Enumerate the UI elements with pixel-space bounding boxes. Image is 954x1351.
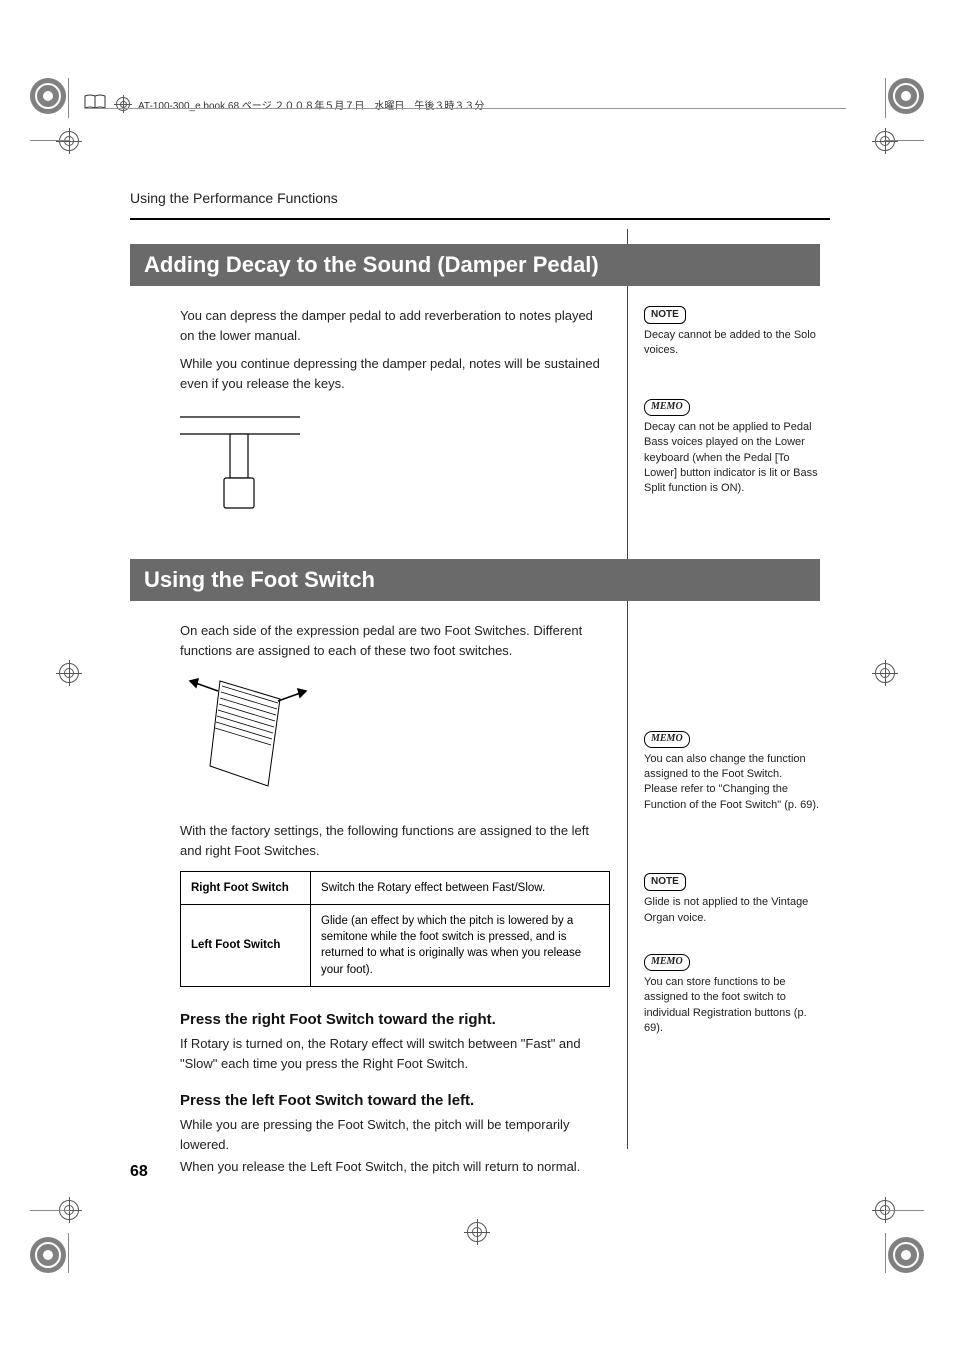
note-badge: NOTE [644, 306, 686, 324]
crop-target-mr [872, 660, 898, 686]
page-number: 68 [130, 1163, 148, 1181]
footswitch-table: Right Foot Switch Switch the Rotary effe… [180, 871, 610, 986]
crop-line [30, 1210, 70, 1211]
section1-side: NOTE Decay cannot be added to the Solo v… [644, 306, 820, 529]
chapter-rule [130, 218, 830, 220]
section-heading-footswitch: Using the Foot Switch [130, 559, 820, 601]
table-cell-desc: Glide (an effect by which the pitch is l… [311, 905, 610, 986]
sub2-text1: While you are pressing the Foot Switch, … [180, 1115, 610, 1155]
crop-line [30, 140, 70, 141]
memo-badge: MEMO [644, 954, 690, 971]
header-path-text: AT-100-300_e.book 68 ページ ２００８年５月７日 水曜日 午… [138, 97, 484, 112]
header-rule [86, 108, 846, 109]
memo-badge: MEMO [644, 399, 690, 416]
table-row: Right Foot Switch Switch the Rotary effe… [181, 872, 610, 905]
crop-line [884, 1210, 924, 1211]
header-target-icon [114, 95, 132, 113]
sub-heading-right: Press the right Foot Switch toward the r… [180, 1011, 610, 1028]
section1-para2: While you continue depressing the damper… [180, 354, 610, 394]
crop-target-tl [56, 128, 82, 154]
table-cell-desc: Switch the Rotary effect between Fast/Sl… [311, 872, 610, 905]
section-heading-decay: Adding Decay to the Sound (Damper Pedal) [130, 244, 820, 286]
section1-para1: You can depress the damper pedal to add … [180, 306, 610, 346]
crop-line [884, 140, 924, 141]
crop-target-bm [464, 1219, 490, 1245]
crop-line [885, 78, 886, 118]
expression-pedal-figure [180, 671, 320, 801]
crop-line [68, 78, 69, 118]
section2-note-text: Glide is not applied to the Vintage Orga… [644, 895, 820, 926]
table-cell-label: Right Foot Switch [181, 872, 311, 905]
table-row: Left Foot Switch Glide (an effect by whi… [181, 905, 610, 986]
reg-mark-tl [30, 78, 66, 114]
book-icon [84, 94, 102, 108]
section1-note-text: Decay cannot be added to the Solo voices… [644, 328, 820, 359]
reg-mark-br [888, 1237, 924, 1273]
reg-mark-tr [888, 78, 924, 114]
sub1-text: If Rotary is turned on, the Rotary effec… [180, 1034, 610, 1074]
document-header: AT-100-300_e.book 68 ページ ２００８年５月７日 水曜日 午… [114, 95, 484, 113]
table-cell-label: Left Foot Switch [181, 905, 311, 986]
note-badge: NOTE [644, 873, 686, 891]
reg-mark-bl [30, 1237, 66, 1273]
crop-target-ml [56, 660, 82, 686]
section2-memo2-text: You can store functions to be assigned t… [644, 975, 820, 1037]
section1-main: You can depress the damper pedal to add … [180, 306, 610, 529]
sub-heading-left: Press the left Foot Switch toward the le… [180, 1092, 610, 1109]
section1-memo-text: Decay can not be applied to Pedal Bass v… [644, 420, 820, 497]
section2-memo1-text: You can also change the function assigne… [644, 752, 820, 814]
page-content: Using the Performance Functions Adding D… [130, 190, 830, 1185]
section2-para2: With the factory settings, the following… [180, 821, 610, 861]
section2-main: On each side of the expression pedal are… [180, 621, 610, 1186]
damper-pedal-figure [180, 409, 310, 519]
crop-line [68, 1233, 69, 1273]
crop-target-tr [872, 128, 898, 154]
memo-badge: MEMO [644, 731, 690, 748]
section2-side: MEMO You can also change the function as… [644, 621, 820, 1186]
section2-para1: On each side of the expression pedal are… [180, 621, 610, 661]
chapter-title: Using the Performance Functions [130, 190, 830, 206]
crop-line [885, 1233, 886, 1273]
sub2-text2: When you release the Left Foot Switch, t… [180, 1157, 610, 1177]
